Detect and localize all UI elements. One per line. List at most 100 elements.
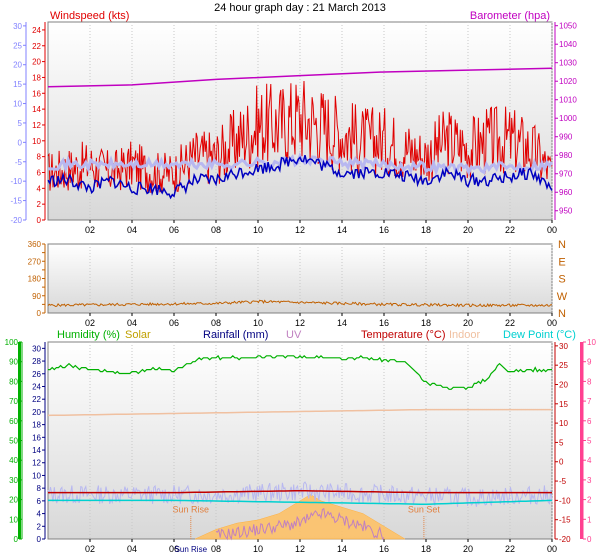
barometer-tick-label: 980 xyxy=(559,151,573,160)
temperature-axis-tick-label: 30 xyxy=(559,342,568,351)
direction-tick-label: 360 xyxy=(28,240,42,249)
direction-tick-label: 180 xyxy=(28,275,42,284)
direction-x-tick-label: 00 xyxy=(547,318,557,328)
uv-axis-tick-label: 9 xyxy=(587,358,592,367)
temperature-x-tick-label: 22 xyxy=(505,544,515,554)
temperature-axis-tick-label: 15 xyxy=(559,400,568,409)
windspeed-tick-label: 16 xyxy=(32,89,41,98)
rainfall-tick-label: 20 xyxy=(32,408,41,417)
legend-item: Dew Point (°C) xyxy=(503,329,576,341)
outer-left-tick-label: 0 xyxy=(18,138,23,147)
uv-axis-tick-label: 7 xyxy=(587,397,592,406)
compass-label: W xyxy=(557,291,568,303)
uv-axis-tick-label: 6 xyxy=(587,417,592,426)
direction-x-tick-label: 16 xyxy=(379,318,389,328)
direction-x-tick-label: 20 xyxy=(463,318,473,328)
windspeed-tick-label: 10 xyxy=(32,137,41,146)
barometer-tick-label: 1030 xyxy=(559,59,577,68)
legend-item: UV xyxy=(286,329,302,341)
temperature-axis-tick-label: -15 xyxy=(559,516,571,525)
temperature-axis-tick-label: 20 xyxy=(559,380,568,389)
rainfall-tick-label: 8 xyxy=(37,484,42,493)
rainfall-tick-label: 16 xyxy=(32,433,41,442)
windspeed-tick-label: 8 xyxy=(37,153,42,162)
temperature-x-tick-label: 16 xyxy=(379,544,389,554)
windspeed-tick-label: 18 xyxy=(32,73,41,82)
humidity-tick-label: 70 xyxy=(9,397,18,406)
temperature-x-tick-label: 06 xyxy=(169,544,179,554)
legend-item: Solar xyxy=(125,329,151,341)
temperature-series-line xyxy=(48,489,552,494)
rainfall-tick-label: 12 xyxy=(32,459,41,468)
rainfall-tick-label: 26 xyxy=(32,370,41,379)
humidity-tick-label: 20 xyxy=(9,496,18,505)
humidity-tick-label: 60 xyxy=(9,417,18,426)
humidity-tick-label: 0 xyxy=(14,535,19,544)
uv-axis-tick-label: 1 xyxy=(587,515,592,524)
windspeed-tick-label: 6 xyxy=(37,168,42,177)
uv-axis-tick-label: 3 xyxy=(587,476,592,485)
wind-x-tick-label: 16 xyxy=(379,225,389,235)
uv-axis-tick-label: 0 xyxy=(587,535,592,544)
wind-x-tick-label: 06 xyxy=(169,225,179,235)
temperature-x-tick-label: 00 xyxy=(547,544,557,554)
humidity-axis-bar xyxy=(18,342,21,539)
uv-axis-tick-label: 10 xyxy=(587,338,596,347)
direction-tick-label: 270 xyxy=(28,257,42,266)
legend-item: Rainfall (mm) xyxy=(203,329,268,341)
barometer-tick-label: 1000 xyxy=(559,114,577,123)
direction-x-tick-label: 14 xyxy=(337,318,347,328)
wind-x-tick-label: 22 xyxy=(505,225,515,235)
outer-left-tick-label: 20 xyxy=(13,61,22,70)
compass-label: N xyxy=(558,239,566,251)
temperature-axis-tick-label: 25 xyxy=(559,361,568,370)
wind-x-tick-label: 14 xyxy=(337,225,347,235)
barometer-tick-label: 960 xyxy=(559,188,573,197)
wind-x-tick-label: 12 xyxy=(295,225,305,235)
temperature-axis-tick-label: -20 xyxy=(559,535,571,544)
dew-point-series-line xyxy=(48,499,553,505)
wind-x-tick-label: 02 xyxy=(85,225,95,235)
direction-series-line xyxy=(47,299,552,308)
wind-x-tick-label: 04 xyxy=(127,225,137,235)
legend-item: Temperature (°C) xyxy=(361,329,445,341)
wind-average-series-line xyxy=(47,155,553,200)
uv-axis-tick-label: 5 xyxy=(587,437,592,446)
windspeed-tick-label: 22 xyxy=(32,42,41,51)
legend-item: Indoor xyxy=(449,329,481,341)
uv-series-line xyxy=(215,507,385,541)
windspeed-tick-label: 14 xyxy=(32,105,41,114)
temperature-axis-tick-label: 10 xyxy=(559,419,568,428)
solar-series-area xyxy=(194,494,406,540)
barometer-tick-label: 950 xyxy=(559,207,573,216)
rainfall-tick-label: 22 xyxy=(32,395,41,404)
temperature-x-tick-label: 14 xyxy=(337,544,347,554)
barometer-tick-label: 970 xyxy=(559,170,573,179)
sunset-label: Sun Set xyxy=(408,504,441,514)
outer-left-tick-label: 10 xyxy=(13,100,22,109)
humidity-tick-label: 100 xyxy=(5,338,19,347)
outer-left-tick-label: -20 xyxy=(10,216,22,225)
uv-axis-tick-label: 2 xyxy=(587,496,592,505)
direction-x-tick-label: 02 xyxy=(85,318,95,328)
sunrise-label: Sun Rise xyxy=(173,504,210,514)
outer-left-tick-label: -10 xyxy=(10,177,22,186)
outer-left-tick-label: 15 xyxy=(13,80,22,89)
wind-x-tick-label: 08 xyxy=(211,225,221,235)
direction-x-tick-label: 04 xyxy=(127,318,137,328)
temperature-x-tick-label: 02 xyxy=(85,544,95,554)
compass-label: S xyxy=(558,274,565,286)
compass-label: E xyxy=(558,256,565,268)
rainfall-tick-label: 30 xyxy=(32,344,41,353)
wind-x-tick-label: 20 xyxy=(463,225,473,235)
wind-avg10-series-line xyxy=(47,152,554,178)
humidity-tick-label: 40 xyxy=(9,456,18,465)
rainfall-tick-label: 10 xyxy=(32,471,41,480)
legend-item: Humidity (%) xyxy=(57,329,120,341)
direction-tick-label: 90 xyxy=(32,292,41,301)
outer-left-tick-label: 5 xyxy=(18,119,23,128)
outer-left-tick-label: -5 xyxy=(15,158,23,167)
outer-left-tick-label: -15 xyxy=(10,197,22,206)
windspeed-tick-label: 4 xyxy=(37,184,42,193)
humidity-tick-label: 90 xyxy=(9,358,18,367)
